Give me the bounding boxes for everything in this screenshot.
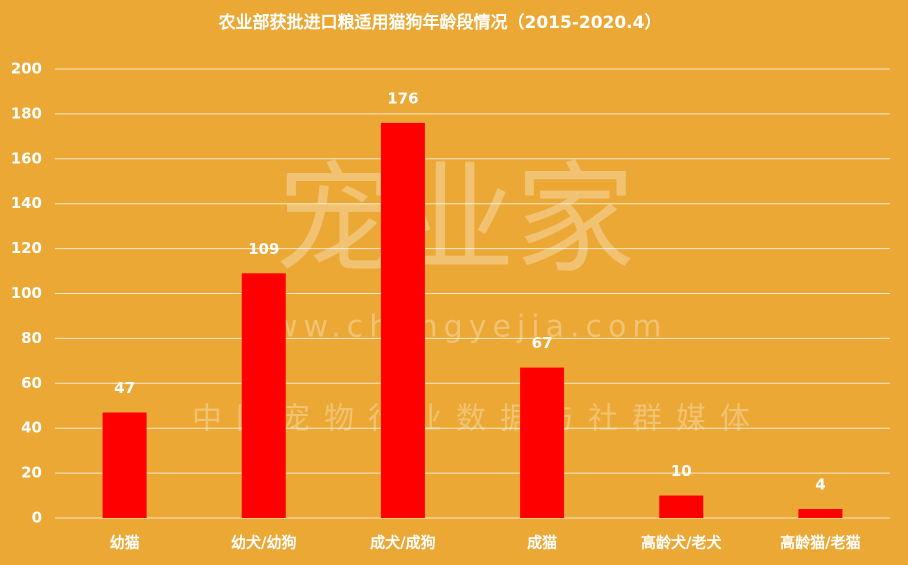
x-tick-label: 高龄猫/老猫 (780, 534, 860, 552)
watermark-url: www.chongyejia.com (242, 310, 667, 345)
bar (520, 367, 565, 518)
value-label: 176 (387, 89, 418, 107)
x-tick-label: 成犬/成狗 (370, 534, 435, 552)
x-tick-label: 幼犬/幼狗 (231, 534, 296, 552)
value-label: 10 (671, 462, 692, 480)
y-tick-label: 140 (11, 194, 42, 212)
value-label: 109 (248, 240, 279, 258)
y-tick-label: 160 (11, 149, 42, 167)
value-label: 47 (114, 379, 135, 397)
x-tick-label: 幼猫 (110, 534, 140, 552)
bar (102, 412, 147, 518)
y-tick-label: 180 (11, 104, 42, 122)
y-tick-label: 20 (21, 464, 42, 482)
bar (798, 509, 843, 518)
bar (659, 495, 704, 518)
chart-title: 农业部获批进口粮适用猫狗年龄段情况（2015-2020.4） (218, 12, 662, 33)
watermark-logo: 宠业家 (275, 151, 635, 290)
y-tick-label: 0 (32, 509, 42, 527)
y-tick-label: 120 (11, 239, 42, 257)
y-tick-label: 60 (21, 374, 42, 392)
y-tick-label: 100 (11, 284, 42, 302)
bar (380, 122, 425, 518)
value-label: 4 (815, 476, 825, 494)
bar (241, 273, 286, 518)
y-tick-label: 40 (21, 419, 42, 437)
value-label: 67 (532, 334, 553, 352)
y-tick-label: 80 (21, 329, 42, 347)
x-tick-label: 成猫 (527, 534, 557, 552)
y-tick-label: 200 (11, 60, 42, 78)
x-tick-label: 高龄犬/老犬 (641, 534, 722, 552)
